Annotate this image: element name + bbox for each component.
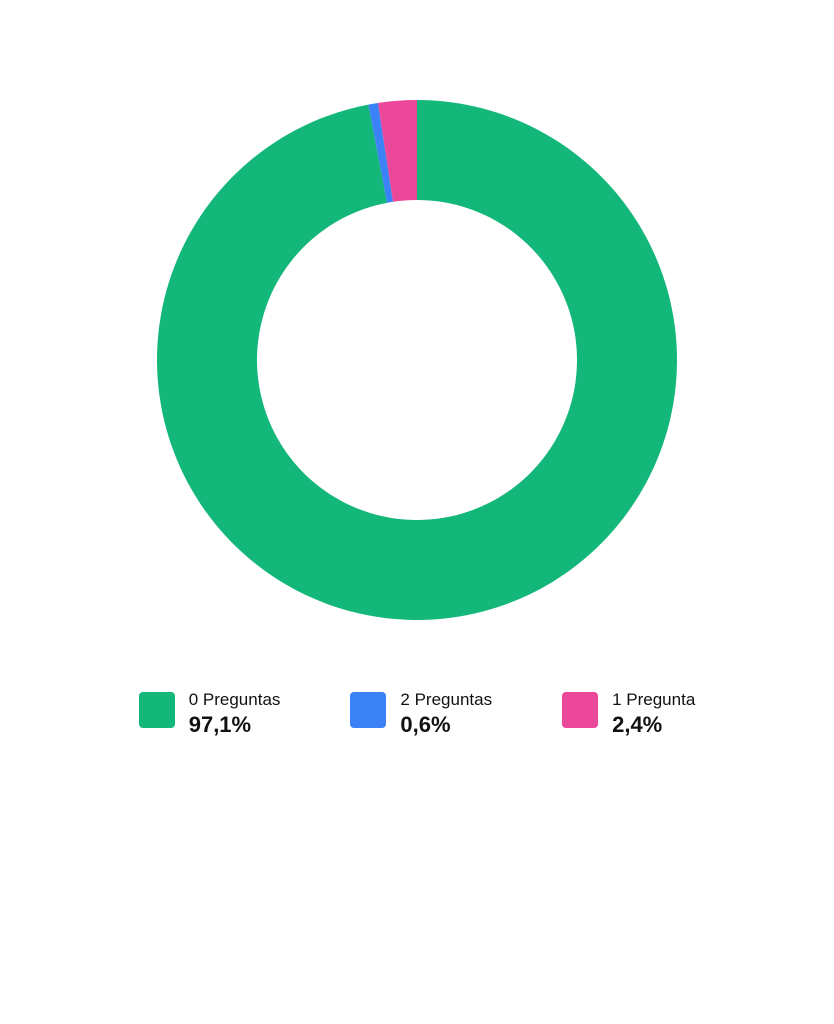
legend-swatch	[562, 692, 598, 728]
legend-text: 0 Preguntas 97,1%	[189, 690, 281, 739]
legend-text: 1 Pregunta 2,4%	[612, 690, 695, 739]
legend-value: 0,6%	[400, 712, 492, 738]
legend-label: 1 Pregunta	[612, 690, 695, 710]
legend-swatch	[350, 692, 386, 728]
legend-item: 2 Preguntas 0,6%	[350, 690, 492, 739]
legend-swatch	[139, 692, 175, 728]
legend-label: 2 Preguntas	[400, 690, 492, 710]
legend-label: 0 Preguntas	[189, 690, 281, 710]
legend-value: 2,4%	[612, 712, 695, 738]
legend-item: 1 Pregunta 2,4%	[562, 690, 695, 739]
legend: 0 Preguntas 97,1% 2 Preguntas 0,6% 1 Pre…	[139, 690, 696, 739]
legend-item: 0 Preguntas 97,1%	[139, 690, 281, 739]
legend-text: 2 Preguntas 0,6%	[400, 690, 492, 739]
donut-svg	[157, 100, 677, 620]
legend-value: 97,1%	[189, 712, 281, 738]
donut-chart	[157, 100, 677, 620]
